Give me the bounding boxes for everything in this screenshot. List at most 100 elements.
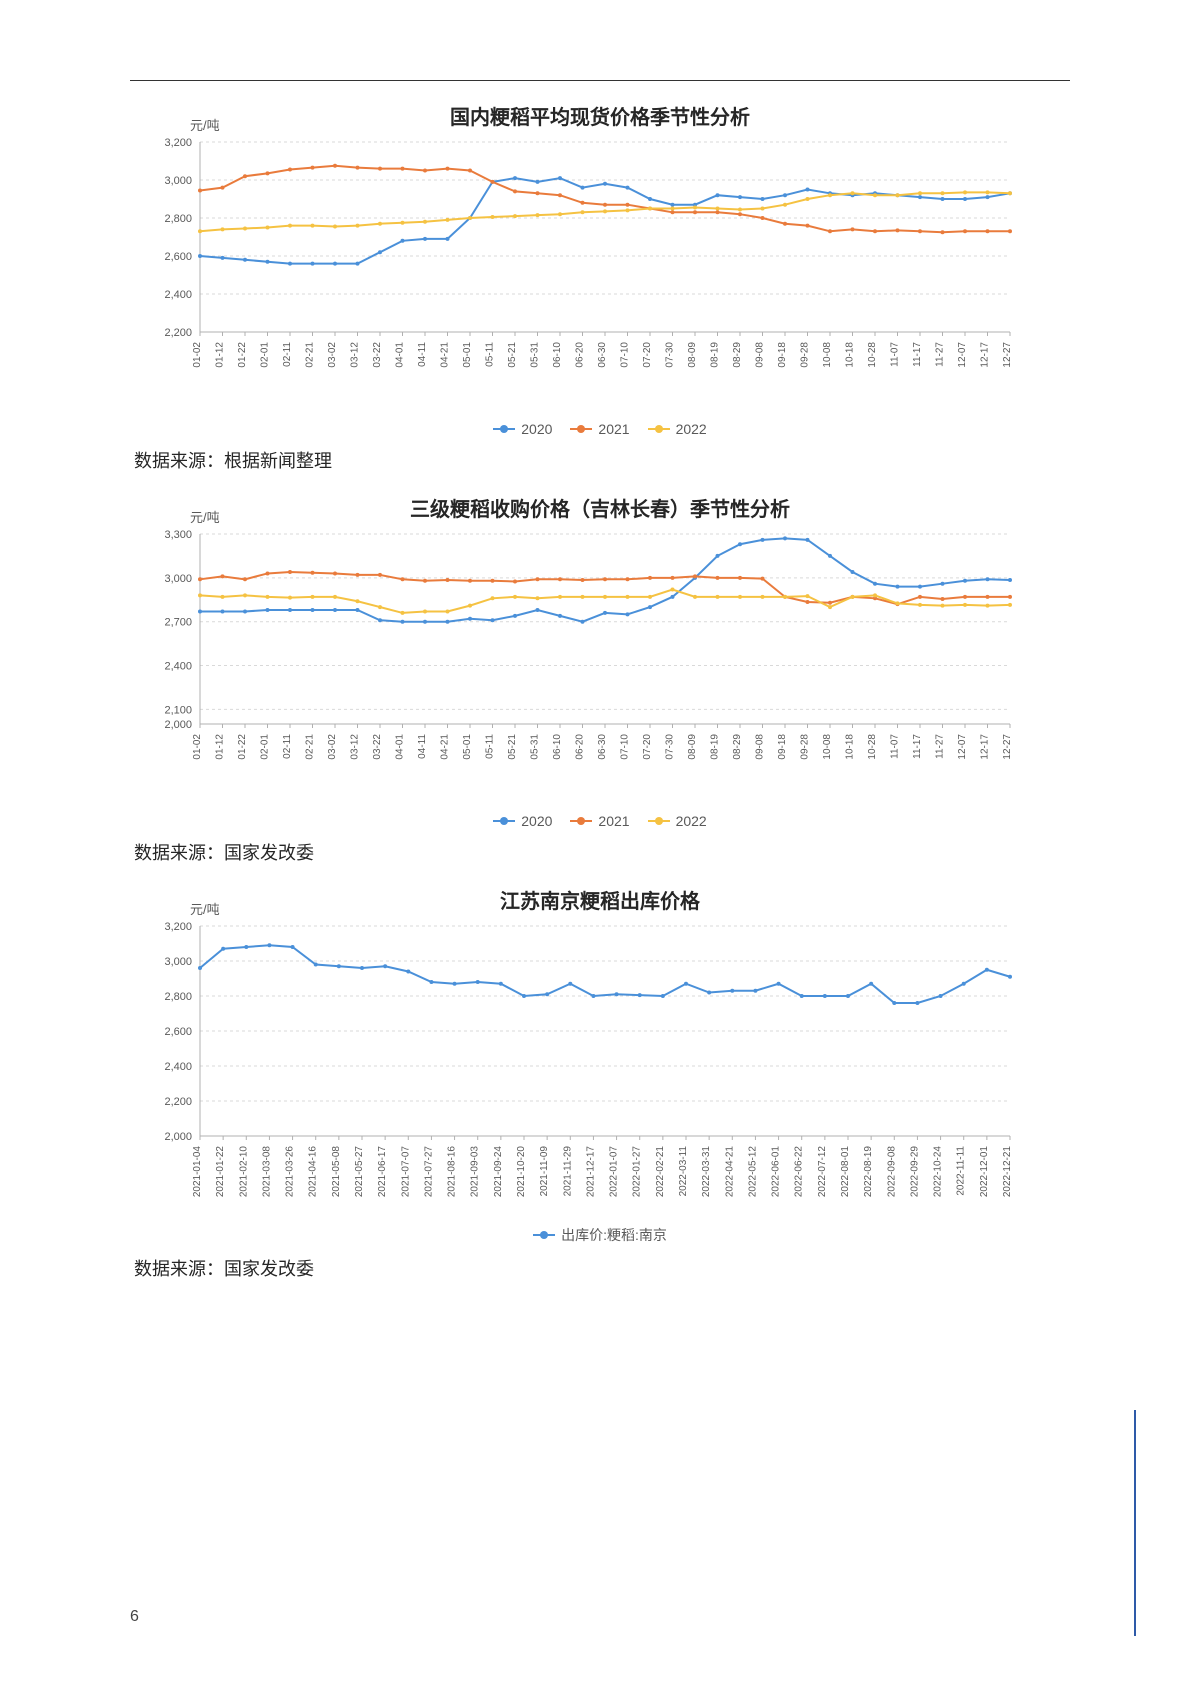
svg-text:09-28: 09-28: [800, 734, 811, 760]
svg-text:2022-08-01: 2022-08-01: [840, 1146, 851, 1198]
svg-text:2021-03-08: 2021-03-08: [261, 1146, 272, 1198]
svg-text:05-11: 05-11: [485, 734, 496, 759]
svg-text:05-01: 05-01: [462, 342, 473, 368]
chart3-svg: 2,0002,2002,4002,6002,8003,0003,2002021-…: [130, 916, 1030, 1216]
chart2-svg: 2,0002,1002,4002,7003,0003,30001-0201-12…: [130, 524, 1030, 804]
svg-text:05-31: 05-31: [530, 734, 541, 760]
svg-text:2021-06-17: 2021-06-17: [377, 1146, 388, 1198]
chart2-block: 元/吨 三级粳稻收购价格（吉林长春）季节性分析 2,0002,1002,4002…: [130, 493, 1070, 829]
svg-text:12-17: 12-17: [980, 342, 991, 368]
legend-item-2020: 2020: [493, 813, 552, 829]
svg-text:2,100: 2,100: [164, 704, 192, 716]
svg-text:04-21: 04-21: [440, 342, 451, 368]
svg-text:08-29: 08-29: [732, 342, 743, 368]
svg-text:2022-03-31: 2022-03-31: [701, 1146, 712, 1198]
svg-text:08-19: 08-19: [710, 342, 721, 368]
svg-text:06-30: 06-30: [597, 734, 608, 760]
svg-text:12-27: 12-27: [1002, 734, 1013, 760]
svg-text:2021-04-16: 2021-04-16: [308, 1146, 319, 1198]
svg-text:03-12: 03-12: [350, 734, 361, 760]
svg-text:2022-12-01: 2022-12-01: [979, 1146, 990, 1198]
svg-text:07-30: 07-30: [665, 734, 676, 760]
svg-text:10-28: 10-28: [867, 342, 878, 368]
svg-text:06-30: 06-30: [597, 342, 608, 368]
svg-text:05-01: 05-01: [462, 734, 473, 760]
legend-item-2021: 2021: [570, 813, 629, 829]
svg-text:03-02: 03-02: [327, 342, 338, 368]
svg-text:10-28: 10-28: [867, 734, 878, 760]
svg-text:05-21: 05-21: [507, 342, 518, 368]
svg-text:03-02: 03-02: [327, 734, 338, 760]
svg-text:02-01: 02-01: [260, 734, 271, 760]
svg-text:2021-09-03: 2021-09-03: [470, 1146, 481, 1198]
svg-text:02-21: 02-21: [305, 342, 316, 368]
svg-text:04-11: 04-11: [417, 342, 428, 367]
chart3-block: 元/吨 江苏南京粳稻出库价格 2,0002,2002,4002,6002,800…: [130, 885, 1070, 1245]
legend-item-2022: 2022: [648, 813, 707, 829]
svg-text:2,200: 2,200: [164, 1096, 192, 1108]
svg-text:06-10: 06-10: [552, 342, 563, 368]
svg-text:04-21: 04-21: [440, 734, 451, 760]
svg-text:04-01: 04-01: [395, 734, 406, 760]
chart2-title: 三级粳稻收购价格（吉林长春）季节性分析: [130, 493, 1070, 522]
svg-text:2021-01-04: 2021-01-04: [192, 1146, 203, 1198]
chart1-title: 国内粳稻平均现货价格季节性分析: [130, 101, 1070, 130]
svg-text:01-12: 01-12: [215, 734, 226, 760]
svg-text:2022-04-21: 2022-04-21: [724, 1146, 735, 1198]
svg-text:2022-10-24: 2022-10-24: [933, 1146, 944, 1198]
svg-text:03-22: 03-22: [372, 734, 383, 760]
svg-text:2022-09-08: 2022-09-08: [886, 1146, 897, 1198]
svg-text:09-08: 09-08: [755, 342, 766, 368]
svg-text:2022-01-07: 2022-01-07: [609, 1146, 620, 1198]
svg-text:2021-01-22: 2021-01-22: [215, 1146, 226, 1198]
svg-text:05-31: 05-31: [530, 342, 541, 368]
svg-text:2022-05-12: 2022-05-12: [747, 1146, 758, 1198]
svg-text:03-12: 03-12: [350, 342, 361, 368]
svg-text:2,400: 2,400: [164, 289, 192, 301]
svg-text:3,300: 3,300: [164, 529, 192, 541]
svg-text:2021-11-09: 2021-11-09: [539, 1146, 550, 1197]
svg-text:01-22: 01-22: [237, 342, 248, 368]
svg-text:11-27: 11-27: [935, 342, 946, 367]
svg-text:2,800: 2,800: [164, 991, 192, 1003]
svg-text:01-02: 01-02: [192, 342, 203, 368]
svg-text:11-07: 11-07: [890, 734, 901, 759]
svg-text:01-02: 01-02: [192, 734, 203, 760]
svg-text:2022-01-27: 2022-01-27: [632, 1146, 643, 1198]
svg-text:07-10: 07-10: [620, 734, 631, 760]
svg-text:2021-05-27: 2021-05-27: [354, 1146, 365, 1198]
svg-text:10-18: 10-18: [845, 734, 856, 760]
svg-text:2022-07-12: 2022-07-12: [817, 1146, 828, 1198]
svg-text:09-18: 09-18: [777, 734, 788, 760]
svg-text:2,600: 2,600: [164, 251, 192, 263]
chart1-block: 元/吨 国内粳稻平均现货价格季节性分析 2,2002,4002,6002,800…: [130, 101, 1070, 437]
svg-text:07-20: 07-20: [642, 342, 653, 368]
svg-text:12-07: 12-07: [957, 734, 968, 760]
svg-text:2022-02-21: 2022-02-21: [655, 1146, 666, 1198]
svg-text:2,000: 2,000: [164, 1131, 192, 1143]
svg-text:2021-07-27: 2021-07-27: [423, 1146, 434, 1198]
svg-text:11-07: 11-07: [890, 342, 901, 367]
chart3-title: 江苏南京粳稻出库价格: [130, 885, 1070, 914]
svg-text:2021-08-16: 2021-08-16: [447, 1146, 458, 1198]
chart2-legend: 2020 2021 2022: [130, 813, 1070, 829]
svg-text:08-19: 08-19: [710, 734, 721, 760]
svg-text:2022-11-11: 2022-11-11: [956, 1146, 967, 1196]
chart3-svg-wrap: 2,0002,2002,4002,6002,8003,0003,2002021-…: [130, 916, 1070, 1221]
svg-text:2022-06-01: 2022-06-01: [771, 1146, 782, 1198]
svg-text:3,000: 3,000: [164, 175, 192, 187]
side-rule: [1134, 1410, 1136, 1636]
chart2-svg-wrap: 2,0002,1002,4002,7003,0003,30001-0201-12…: [130, 524, 1070, 809]
svg-text:2021-10-20: 2021-10-20: [516, 1146, 527, 1198]
svg-text:10-08: 10-08: [822, 342, 833, 368]
svg-text:07-10: 07-10: [620, 342, 631, 368]
svg-text:2,400: 2,400: [164, 1061, 192, 1073]
svg-text:2,800: 2,800: [164, 213, 192, 225]
svg-text:2,700: 2,700: [164, 617, 192, 629]
svg-text:2022-09-29: 2022-09-29: [909, 1146, 920, 1198]
svg-text:2021-03-26: 2021-03-26: [285, 1146, 296, 1198]
chart2-source: 数据来源：国家发改委: [134, 839, 1070, 865]
svg-text:05-11: 05-11: [485, 342, 496, 367]
svg-text:08-09: 08-09: [687, 734, 698, 760]
svg-text:02-11: 02-11: [282, 342, 293, 367]
